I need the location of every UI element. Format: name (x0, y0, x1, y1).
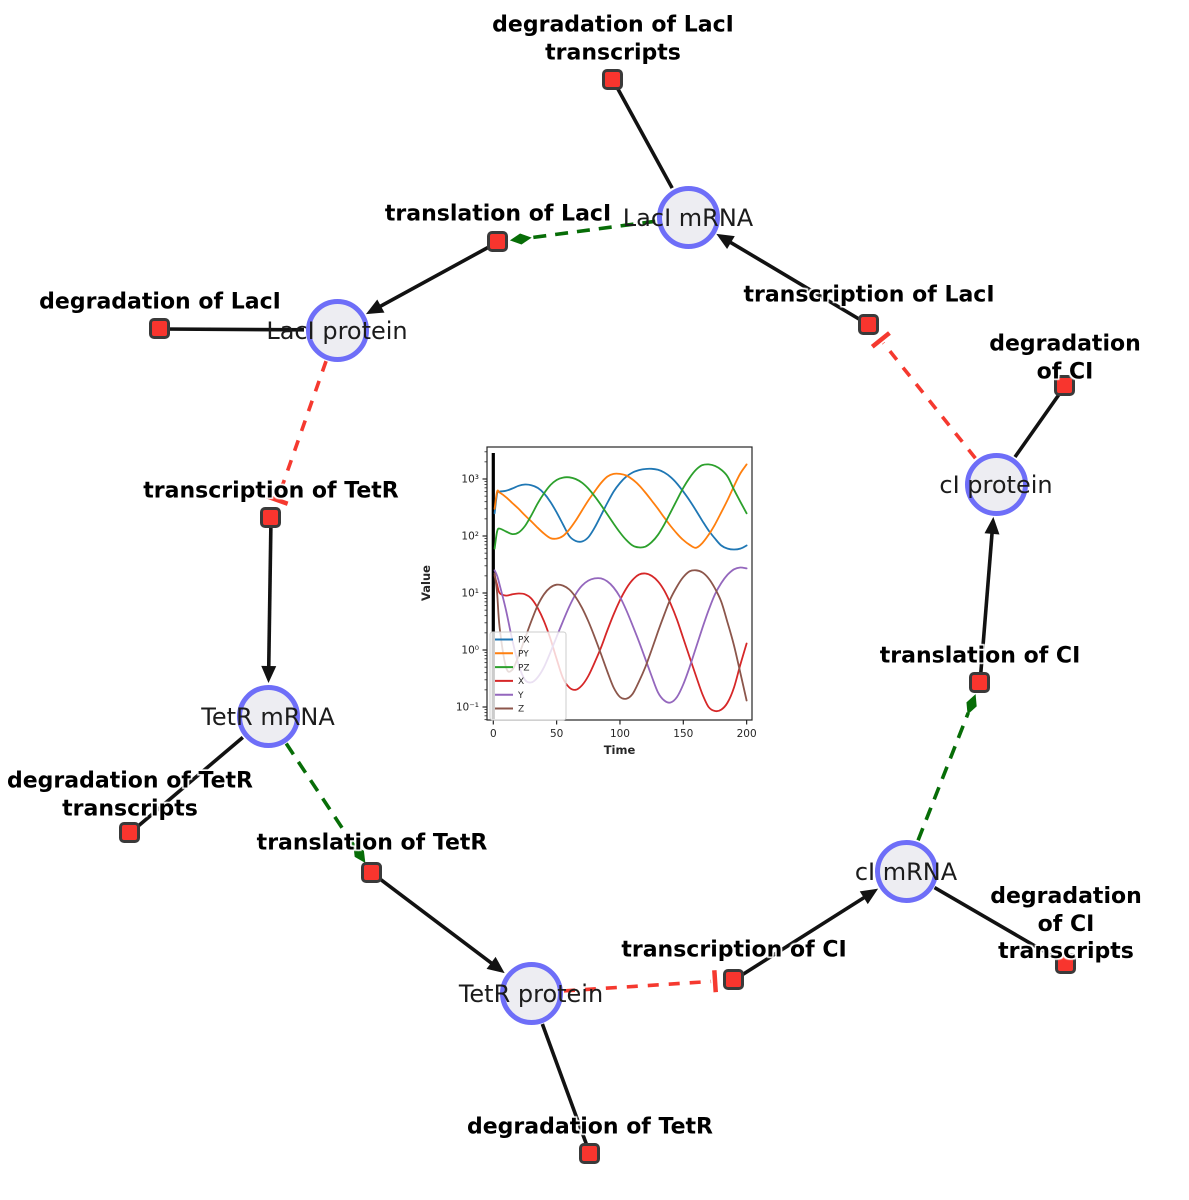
edge-consumption-ci-mrna-deg-ci-transcripts (933, 886, 1067, 966)
reaction-label-translation-laci: translation of LacI (384, 201, 612, 227)
reaction-label-transcription-laci: transcription of LacI (743, 282, 995, 308)
legend-label-X: X (518, 677, 524, 687)
edge-production-translation-tetr-tetr-protein (370, 871, 505, 974)
reaction-label-deg-laci-transcripts: degradation of LacI transcripts (492, 12, 734, 66)
y-tick-label: 10² (461, 531, 479, 543)
species-node-tetr-protein[interactable] (499, 961, 563, 1025)
y-tick-label: 10⁻¹ (456, 702, 479, 714)
reaction-node-transcription-laci[interactable] (858, 314, 879, 335)
edge-consumption-ci-protein-deg-ci (1013, 384, 1067, 459)
legend-label-Y: Y (517, 691, 524, 701)
edge-consumption-laci-mrna-deg-laci-transcripts (611, 79, 674, 189)
edge-modifier-tetr-mrna-translation-tetr (284, 742, 366, 863)
x-tick-label: 50 (550, 728, 563, 740)
reaction-node-deg-laci-transcripts[interactable] (602, 69, 623, 90)
reaction-label-deg-laci: degradation of LacI (39, 289, 281, 315)
species-node-ci-mrna[interactable] (874, 839, 938, 903)
y-tick-label: 10⁰ (461, 645, 479, 657)
y-axis-label: Value (419, 565, 433, 601)
inset-plot-svg: 0 50 100 150 20010⁻¹10⁰10¹10²10³TimeValuePXP… (419, 446, 757, 757)
reaction-node-translation-tetr[interactable] (361, 862, 382, 883)
x-tick-label: 100 (610, 728, 630, 740)
species-label-tetr-mrna: TetR mRNA (201, 703, 335, 731)
legend-label-PY: PY (518, 650, 529, 660)
reaction-label-translation-tetr: translation of TetR (256, 830, 488, 856)
y-tick-label: 10¹ (461, 588, 479, 600)
species-label-ci-protein: cI protein (939, 471, 1053, 499)
reaction-label-deg-tetr: degradation of TetR (466, 1114, 714, 1140)
reaction-label-deg-ci-transcripts: degradation of CI transcripts (990, 883, 1142, 964)
reaction-node-deg-ci-transcripts[interactable] (1055, 953, 1076, 974)
reaction-label-transcription-tetr: transcription of TetR (143, 478, 399, 504)
edge-modifier-laci-mrna-translation-laci (509, 219, 656, 245)
edge-inhibition-laci-protein-transcription-tetr (266, 360, 328, 506)
x-tick-label: 150 (673, 728, 693, 740)
edge-consumption-tetr-mrna-deg-tetr-transcripts (128, 735, 244, 835)
reaction-node-translation-laci[interactable] (487, 231, 508, 252)
edge-consumption-laci-protein-deg-laci (159, 327, 305, 332)
species-node-ci-protein[interactable] (964, 452, 1028, 516)
timeseries-inset-plot: 0 50 100 150 200 10⁻¹ 10⁰ 10¹ 10² 10³ Time Value PX P… (400, 425, 780, 775)
reaction-node-deg-tetr-transcripts[interactable] (119, 822, 140, 843)
legend-label-PZ: PZ (518, 663, 530, 673)
curves-group (493, 463, 748, 713)
reaction-node-deg-ci[interactable] (1054, 375, 1075, 396)
edge-production-transcription-laci-laci-mrna (716, 233, 870, 327)
edge-modifier-ci-mrna-translation-ci (916, 694, 977, 841)
edge-production-translation-laci-laci-protein (365, 240, 499, 315)
species-label-ci-mrna: cI mRNA (854, 858, 958, 886)
x-axis-label: Time (604, 743, 636, 757)
series-line-PX (493, 467, 748, 551)
reaction-label-deg-ci: degradation of CI (989, 331, 1141, 385)
species-node-tetr-mrna[interactable] (236, 684, 300, 748)
y-tick-label: 10³ (461, 474, 479, 486)
reaction-node-translation-ci[interactable] (969, 672, 990, 693)
reaction-label-transcription-ci: transcription of CI (621, 937, 847, 963)
species-label-tetr-protein: TetR protein (458, 980, 604, 1008)
reaction-node-transcription-ci[interactable] (723, 969, 744, 990)
reaction-node-transcription-tetr[interactable] (260, 507, 281, 528)
reaction-label-deg-tetr-transcripts: degradation of TetR transcripts (6, 768, 254, 822)
edge-inhibition-ci-protein-transcription-laci (870, 331, 977, 460)
legend-label-PX: PX (518, 636, 530, 646)
edge-production-transcription-tetr-tetr-mrna (261, 517, 277, 684)
series-line-Z (493, 569, 748, 702)
species-label-laci-protein: LacI protein (266, 317, 408, 345)
x-tick-label: 200 (737, 728, 757, 740)
edge-inhibition-tetr-protein-transcription-ci (563, 970, 718, 993)
edge-consumption-tetr-protein-deg-tetr (540, 1023, 592, 1155)
species-label-laci-mrna: LacI mRNA (622, 204, 754, 232)
edge-production-translation-ci-ci-protein (978, 516, 1000, 684)
edge-production-transcription-ci-ci-mrna (733, 888, 879, 982)
species-node-laci-protein[interactable] (305, 298, 369, 362)
reaction-label-translation-ci: translation of CI (879, 643, 1081, 669)
reaction-node-deg-laci[interactable] (149, 318, 170, 339)
reaction-node-deg-tetr[interactable] (579, 1143, 600, 1164)
series-line-PZ (493, 463, 748, 550)
legend: PX PY PZ XYZ (489, 631, 567, 721)
series-line-PY (493, 463, 748, 549)
legend-label-Z: Z (518, 705, 524, 715)
x-tick-label: 0 (490, 728, 497, 740)
series-line-X (493, 572, 748, 713)
species-node-laci-mrna[interactable] (656, 185, 720, 249)
